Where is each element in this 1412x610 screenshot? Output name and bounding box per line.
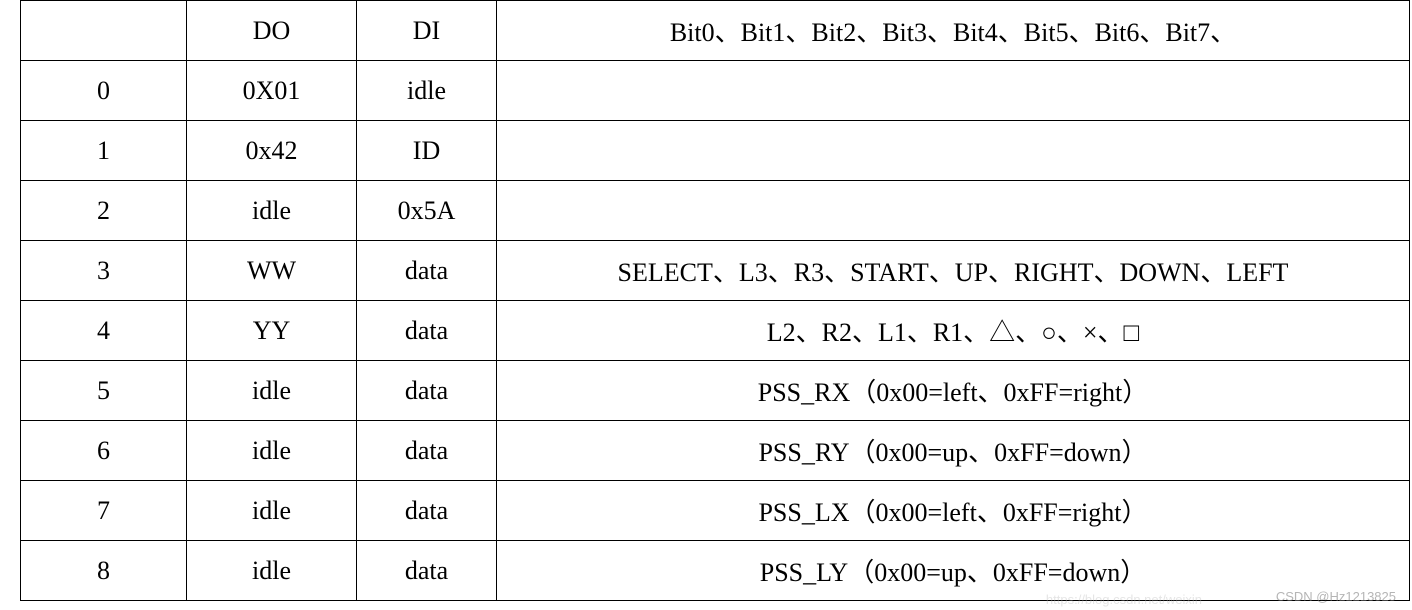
cell-do: WW — [187, 241, 357, 301]
cell-di: data — [357, 481, 497, 541]
table-row: 2 idle 0x5A — [21, 181, 1410, 241]
cell-index: 1 — [21, 121, 187, 181]
col-header-bits: Bit0、Bit1、Bit2、Bit3、Bit4、Bit5、Bit6、Bit7、 — [497, 1, 1410, 61]
table-header-row: DO DI Bit0、Bit1、Bit2、Bit3、Bit4、Bit5、Bit6… — [21, 1, 1410, 61]
data-table-container: DO DI Bit0、Bit1、Bit2、Bit3、Bit4、Bit5、Bit6… — [20, 0, 1410, 601]
cell-di: data — [357, 421, 497, 481]
cell-do: idle — [187, 361, 357, 421]
table-body: 0 0X01 idle 1 0x42 ID 2 idle 0x5A 3 WW d… — [21, 61, 1410, 601]
col-header-do: DO — [187, 1, 357, 61]
cell-di: data — [357, 241, 497, 301]
cell-bits: L2、R2、L1、R1、△、○、×、□ — [497, 301, 1410, 361]
table-row: 1 0x42 ID — [21, 121, 1410, 181]
data-table: DO DI Bit0、Bit1、Bit2、Bit3、Bit4、Bit5、Bit6… — [20, 0, 1410, 601]
cell-di: ID — [357, 121, 497, 181]
cell-do: 0X01 — [187, 61, 357, 121]
cell-index: 6 — [21, 421, 187, 481]
cell-bits — [497, 121, 1410, 181]
table-row: 6 idle data PSS_RY（0x00=up、0xFF=down） — [21, 421, 1410, 481]
cell-index: 4 — [21, 301, 187, 361]
cell-index: 8 — [21, 541, 187, 601]
table-row: 5 idle data PSS_RX（0x00=left、0xFF=right） — [21, 361, 1410, 421]
col-header-di: DI — [357, 1, 497, 61]
cell-index: 0 — [21, 61, 187, 121]
cell-index: 2 — [21, 181, 187, 241]
cell-bits: PSS_LX（0x00=left、0xFF=right） — [497, 481, 1410, 541]
cell-do: idle — [187, 181, 357, 241]
cell-di: 0x5A — [357, 181, 497, 241]
cell-bits: PSS_LY（0x00=up、0xFF=down） — [497, 541, 1410, 601]
cell-bits — [497, 61, 1410, 121]
cell-di: data — [357, 301, 497, 361]
cell-index: 5 — [21, 361, 187, 421]
cell-di: idle — [357, 61, 497, 121]
col-header-index — [21, 1, 187, 61]
cell-bits: PSS_RY（0x00=up、0xFF=down） — [497, 421, 1410, 481]
cell-do: idle — [187, 421, 357, 481]
cell-do: idle — [187, 541, 357, 601]
cell-di: data — [357, 361, 497, 421]
cell-do: idle — [187, 481, 357, 541]
cell-bits: PSS_RX（0x00=left、0xFF=right） — [497, 361, 1410, 421]
cell-index: 3 — [21, 241, 187, 301]
cell-do: YY — [187, 301, 357, 361]
cell-bits — [497, 181, 1410, 241]
table-row: 3 WW data SELECT、L3、R3、START、UP、RIGHT、DO… — [21, 241, 1410, 301]
cell-bits: SELECT、L3、R3、START、UP、RIGHT、DOWN、LEFT — [497, 241, 1410, 301]
table-row: 4 YY data L2、R2、L1、R1、△、○、×、□ — [21, 301, 1410, 361]
watermark-secondary: https://blog.csdn.net/weixin — [1046, 592, 1202, 607]
cell-index: 7 — [21, 481, 187, 541]
table-row: 0 0X01 idle — [21, 61, 1410, 121]
watermark-primary: CSDN @Hz1213825 — [1276, 589, 1396, 604]
cell-do: 0x42 — [187, 121, 357, 181]
cell-di: data — [357, 541, 497, 601]
table-row: 7 idle data PSS_LX（0x00=left、0xFF=right） — [21, 481, 1410, 541]
